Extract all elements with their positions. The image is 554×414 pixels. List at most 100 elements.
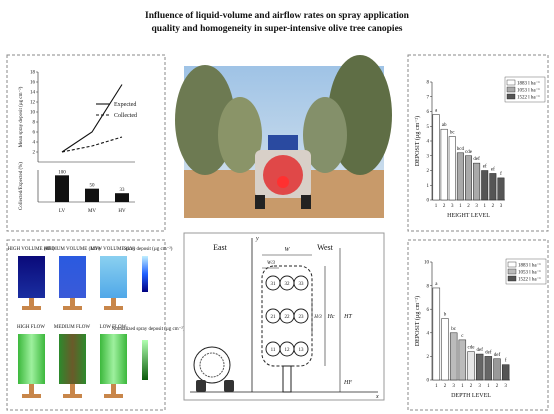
direction: West bbox=[317, 243, 334, 252]
y-axis-label: DEPOSIT (µg cm⁻²) bbox=[414, 116, 421, 166]
x-tick-label: 2 bbox=[444, 384, 447, 389]
significance-letter: bc bbox=[450, 131, 456, 136]
y-tick-label: 0 bbox=[427, 199, 430, 204]
y-tick-label: 3 bbox=[427, 154, 430, 159]
significance-letter: ef bbox=[491, 167, 495, 172]
trunk-base bbox=[63, 306, 82, 310]
series-line bbox=[62, 137, 122, 152]
x-tick-label: 2 bbox=[467, 204, 470, 209]
bar bbox=[433, 288, 440, 380]
x-tick-label: 3 bbox=[451, 204, 454, 209]
heatmap-label: HIGH FLOW bbox=[17, 325, 45, 330]
y-tick-label: 4 bbox=[33, 141, 36, 146]
y-tick-label: 6 bbox=[427, 308, 430, 313]
significance-letter: bc bbox=[451, 327, 457, 332]
y-tick-label: 12 bbox=[30, 101, 36, 106]
y-tick-label: 6 bbox=[427, 110, 430, 115]
bar bbox=[433, 114, 439, 200]
x-tick-label: 1 bbox=[435, 384, 438, 389]
bar bbox=[476, 354, 483, 380]
bar bbox=[485, 356, 492, 380]
heatmap bbox=[100, 334, 127, 384]
colorbar bbox=[142, 256, 148, 292]
significance-letter: c bbox=[461, 334, 464, 339]
photo-wheel bbox=[255, 195, 265, 209]
wheel bbox=[224, 380, 234, 392]
x-tick-label: 3 bbox=[475, 204, 478, 209]
x-tick-label: 2 bbox=[496, 384, 499, 389]
heatmap bbox=[100, 256, 127, 298]
x-tick-label: 1 bbox=[461, 384, 464, 389]
dim-label: W/3 bbox=[267, 261, 276, 266]
y-tick-label: 14 bbox=[30, 91, 36, 96]
axis-label: y bbox=[255, 236, 259, 242]
cell-label: 12 bbox=[285, 348, 291, 353]
y-tick-label: 1 bbox=[427, 184, 430, 189]
y-axis-label: Collected/Expected (%) bbox=[19, 162, 24, 210]
bar bbox=[449, 137, 455, 200]
significance-letter: b bbox=[444, 313, 447, 318]
legend-swatch bbox=[507, 94, 515, 99]
heatmap bbox=[59, 334, 86, 384]
direction: East bbox=[213, 243, 228, 252]
y-tick-label: 18 bbox=[30, 71, 36, 76]
cell-label: 21 bbox=[271, 315, 277, 320]
legend-swatch bbox=[508, 276, 516, 281]
y-tick-label: 2 bbox=[427, 169, 430, 174]
trunk-base bbox=[22, 394, 41, 398]
legend-swatch bbox=[507, 80, 515, 85]
trunk-base bbox=[104, 306, 123, 310]
heatmap bbox=[18, 334, 45, 384]
bar bbox=[465, 156, 471, 200]
colorbar bbox=[142, 340, 148, 380]
dim-label: HF bbox=[343, 380, 352, 386]
legend-label: 1522 l ha⁻¹ bbox=[517, 95, 540, 101]
legend-label: 1053 l ha⁻¹ bbox=[517, 88, 540, 94]
significance-letter: f bbox=[500, 172, 502, 177]
bar bbox=[473, 163, 479, 200]
x-tick-label: HV bbox=[118, 209, 126, 214]
x-tick-label: 1 bbox=[459, 204, 462, 209]
cell-label: 13 bbox=[299, 348, 305, 353]
bar bbox=[450, 333, 457, 380]
trunk bbox=[111, 298, 116, 306]
y-tick-label: 0 bbox=[427, 379, 430, 384]
cell-label: 32 bbox=[285, 282, 291, 287]
x-tick-label: 2 bbox=[443, 204, 446, 209]
bar bbox=[441, 129, 447, 200]
y-tick-label: 8 bbox=[33, 121, 36, 126]
bar bbox=[502, 365, 509, 380]
bar bbox=[490, 173, 496, 200]
bar bbox=[442, 319, 449, 380]
y-tick-label: 5 bbox=[427, 125, 430, 130]
legend-swatch bbox=[508, 269, 516, 274]
legend-label: 1522 l ha⁻¹ bbox=[518, 277, 541, 283]
scale-label: Normalized spray deposit (µg cm⁻²) bbox=[112, 326, 185, 332]
scale-label: Spray deposit (µg cm⁻²) bbox=[124, 246, 173, 252]
bar bbox=[459, 340, 466, 380]
bar bbox=[457, 153, 463, 200]
x-tick-label: 1 bbox=[435, 204, 438, 209]
x-tick-label: 2 bbox=[492, 204, 495, 209]
legend-label: 1883 l ha⁻¹ bbox=[518, 263, 541, 269]
significance-letter: def bbox=[476, 348, 483, 353]
significance-letter: a bbox=[435, 108, 438, 113]
significance-letter: ab bbox=[442, 123, 447, 128]
x-tick-label: 2 bbox=[470, 384, 473, 389]
x-tick-label: 3 bbox=[452, 384, 455, 389]
x-tick-label: 3 bbox=[504, 384, 507, 389]
trunk bbox=[70, 298, 75, 306]
trunk-base bbox=[104, 394, 123, 398]
legend-label: Collected bbox=[114, 113, 137, 119]
x-axis-label: HEIGHT LEVEL bbox=[447, 213, 490, 219]
significance-letter: f bbox=[505, 359, 507, 364]
trunk bbox=[29, 298, 34, 306]
y-tick-label: 16 bbox=[30, 81, 36, 86]
x-tick-label: MV bbox=[88, 209, 96, 214]
significance-letter: ef bbox=[483, 165, 487, 170]
value-label: 50 bbox=[90, 184, 96, 189]
x-tick-label: 3 bbox=[500, 204, 503, 209]
bar bbox=[498, 178, 504, 200]
y-tick-label: 6 bbox=[33, 131, 36, 136]
